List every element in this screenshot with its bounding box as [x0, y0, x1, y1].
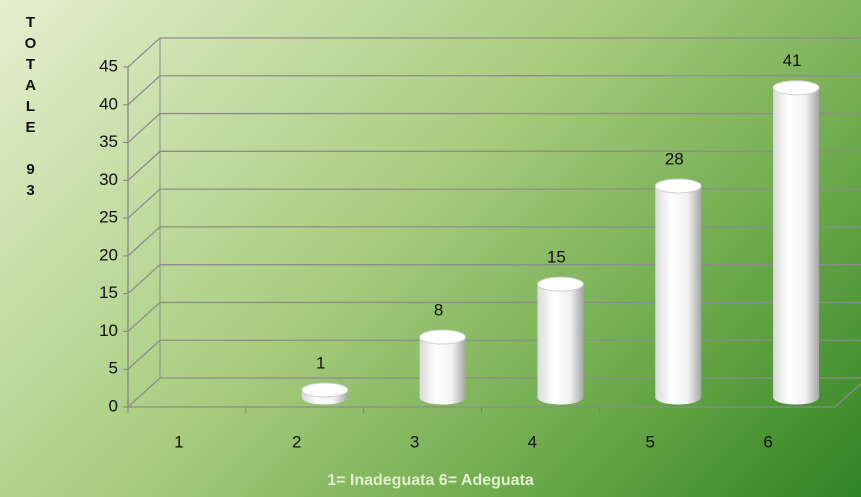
y-axis-label: TOTALE 93	[22, 14, 39, 203]
grid-line	[127, 112, 861, 144]
y-tick-label: 0	[109, 396, 118, 415]
y-tick-label: 35	[99, 132, 118, 151]
bar-top	[772, 80, 820, 96]
grid-line	[127, 188, 861, 219]
grid-line	[127, 339, 861, 370]
grid-line	[127, 377, 861, 408]
grid-line	[127, 301, 861, 332]
grid-line	[127, 226, 861, 257]
y-tick-label: 40	[99, 94, 118, 113]
bar-top	[654, 178, 702, 194]
grid-line	[127, 150, 861, 181]
y-tick-label: 10	[99, 321, 118, 340]
x-tick-label: 4	[528, 432, 537, 451]
bar	[419, 337, 466, 398]
y-tick-label: 15	[99, 283, 118, 302]
x-tick-label: 2	[292, 432, 301, 451]
y-tick-label: 5	[109, 359, 118, 378]
x-tick-label: 5	[646, 432, 655, 451]
x-axis-label: 1= Inadeguata 6= Adeguata	[327, 472, 534, 489]
x-tick-label: 6	[763, 432, 772, 451]
bar-top	[536, 276, 584, 292]
bar	[655, 185, 702, 398]
grid-line	[127, 75, 861, 106]
data-label: 8	[434, 301, 443, 320]
grid-line	[127, 264, 861, 295]
data-label: 28	[665, 149, 684, 168]
bar-top	[419, 329, 467, 345]
y-tick-label: 45	[99, 56, 118, 75]
data-label: 15	[547, 248, 566, 267]
grid-line	[127, 37, 861, 68]
data-label: 41	[783, 51, 802, 70]
y-tick-label: 25	[99, 208, 118, 227]
bar-top	[301, 382, 349, 398]
x-tick-label: 3	[410, 432, 419, 451]
floor-edge	[128, 382, 861, 408]
bar	[773, 87, 820, 398]
y-tick-label: 30	[99, 170, 118, 189]
y-tick-label: 20	[99, 245, 118, 264]
bar	[537, 284, 584, 398]
data-label: 1	[316, 353, 325, 372]
x-tick-label: 1	[174, 432, 183, 451]
